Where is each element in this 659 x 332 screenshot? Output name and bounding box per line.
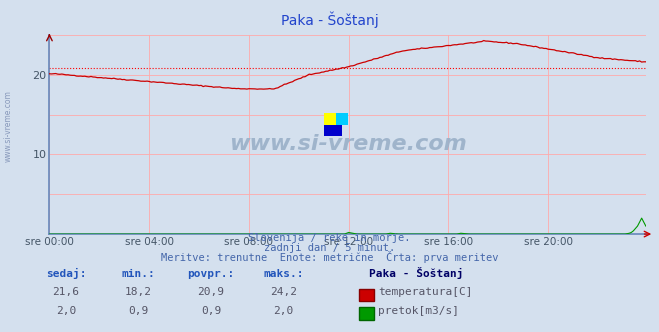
Text: temperatura[C]: temperatura[C]: [378, 288, 473, 297]
Bar: [324, 124, 341, 136]
Text: 18,2: 18,2: [125, 288, 152, 297]
Text: www.si-vreme.com: www.si-vreme.com: [3, 90, 13, 162]
Text: sedaj:: sedaj:: [45, 268, 86, 279]
Text: 20,9: 20,9: [198, 288, 224, 297]
Text: 2,0: 2,0: [56, 306, 76, 316]
Text: www.si-vreme.com: www.si-vreme.com: [229, 134, 467, 154]
Text: Meritve: trenutne  Enote: metrične  Črta: prva meritev: Meritve: trenutne Enote: metrične Črta: …: [161, 251, 498, 263]
Bar: [335, 113, 348, 124]
Bar: [324, 113, 348, 124]
Text: zadnji dan / 5 minut.: zadnji dan / 5 minut.: [264, 243, 395, 253]
Text: maks.:: maks.:: [263, 269, 304, 279]
Text: Paka - Šoštanj: Paka - Šoštanj: [281, 12, 378, 28]
Text: Slovenija / reke in morje.: Slovenija / reke in morje.: [248, 233, 411, 243]
Text: min.:: min.:: [121, 269, 156, 279]
Text: 0,9: 0,9: [129, 306, 148, 316]
Text: povpr.:: povpr.:: [187, 269, 235, 279]
Text: 21,6: 21,6: [53, 288, 79, 297]
Text: pretok[m3/s]: pretok[m3/s]: [378, 306, 459, 316]
Text: Paka - Šoštanj: Paka - Šoštanj: [369, 267, 463, 279]
Text: 0,9: 0,9: [201, 306, 221, 316]
Text: 24,2: 24,2: [270, 288, 297, 297]
Text: 2,0: 2,0: [273, 306, 293, 316]
